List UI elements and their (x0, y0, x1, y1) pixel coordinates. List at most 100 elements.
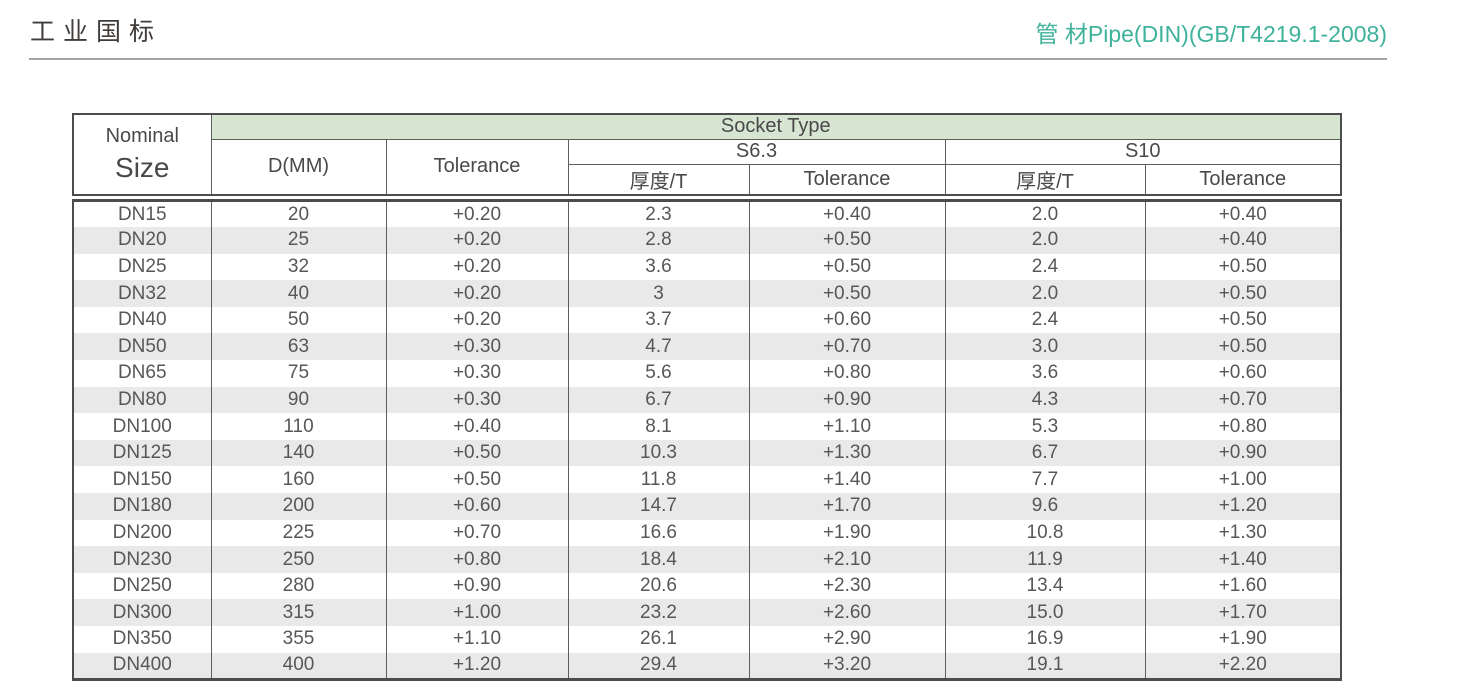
header-d-mm: D(MM) (210, 138, 387, 195)
table-cell: +1.90 (748, 519, 946, 547)
table-cell: DN32 (72, 280, 212, 307)
table-cell: 25 (210, 227, 387, 254)
table-cell: 75 (210, 360, 387, 387)
table-cell: 2.8 (567, 227, 750, 254)
header-s63-tolerance: Tolerance (748, 163, 946, 195)
table-cell: 7.7 (944, 466, 1146, 494)
table-row: DN200 225 +0.70 16.6 +1.90 10.8 +1.30 (72, 519, 1342, 547)
table-row: DN400 400 +1.20 29.4 +3.20 19.1 +2.20 (72, 652, 1342, 680)
table-cell: 3.6 (944, 360, 1146, 387)
table-cell: 26.1 (567, 626, 750, 653)
table-cell: +0.50 (1144, 306, 1342, 334)
table-cell: 200 (210, 493, 387, 520)
table-cell: 4.3 (944, 386, 1146, 414)
table-cell: DN25 (72, 253, 212, 281)
table-row: DN350 355 +1.10 26.1 +2.90 16.9 +1.90 (72, 626, 1342, 653)
table-cell: DN400 (72, 652, 212, 680)
table-row: DN25 32 +0.20 3.6 +0.50 2.4 +0.50 (72, 253, 1342, 281)
table-cell: +0.50 (385, 466, 569, 494)
table-cell: +0.30 (385, 360, 569, 387)
table-row: DN15 20 +0.20 2.3 +0.40 2.0 +0.40 (72, 200, 1342, 228)
table-cell: 280 (210, 572, 387, 600)
table-cell: +0.50 (1144, 333, 1342, 361)
table-cell: 3.6 (567, 253, 750, 281)
table-cell: 315 (210, 599, 387, 626)
table-cell: +2.10 (748, 546, 946, 573)
table-cell: +0.60 (385, 493, 569, 520)
table-cell: +0.70 (748, 333, 946, 361)
table-cell: 10.3 (567, 439, 750, 467)
table-cell: +1.30 (1144, 519, 1342, 547)
table-row: DN180 200 +0.60 14.7 +1.70 9.6 +1.20 (72, 493, 1342, 520)
header-nominal-size: Nominal Size (72, 113, 212, 195)
table-cell: 2.3 (567, 200, 750, 228)
standard-title: 管 材Pipe(DIN)(GB/T4219.1-2008) (1035, 21, 1387, 47)
table-cell: +0.40 (748, 200, 946, 228)
table-cell: DN250 (72, 572, 212, 600)
table-cell: +2.60 (748, 599, 946, 626)
table-cell: 250 (210, 546, 387, 573)
table-cell: +0.30 (385, 333, 569, 361)
table-cell: 11.8 (567, 466, 750, 494)
table-cell: 2.4 (944, 306, 1146, 334)
table-row: DN40 50 +0.20 3.7 +0.60 2.4 +0.50 (72, 306, 1342, 334)
table-row: DN80 90 +0.30 6.7 +0.90 4.3 +0.70 (72, 386, 1342, 414)
table-row: DN65 75 +0.30 5.6 +0.80 3.6 +0.60 (72, 360, 1342, 387)
table-body: DN15 20 +0.20 2.3 +0.40 2.0 +0.40 DN20 25 +0.20 2.… (72, 200, 1342, 680)
table-cell: 20 (210, 200, 387, 228)
table-cell: DN15 (72, 200, 212, 228)
table-cell: +0.50 (1144, 280, 1342, 307)
table-cell: +0.70 (1144, 386, 1342, 414)
table-cell: 50 (210, 306, 387, 334)
table-cell: +0.30 (385, 386, 569, 414)
table-cell: +0.60 (1144, 360, 1342, 387)
table-cell: DN65 (72, 360, 212, 387)
table-cell: +1.90 (1144, 626, 1342, 653)
table-cell: +0.20 (385, 200, 569, 228)
table-cell: +0.60 (748, 306, 946, 334)
header-divider (29, 58, 1387, 60)
table-cell: +0.50 (748, 227, 946, 254)
table-row: DN125 140 +0.50 10.3 +1.30 6.7 +0.90 (72, 439, 1342, 467)
table-cell: +3.20 (748, 652, 946, 680)
table-cell: 5.3 (944, 413, 1146, 440)
table-cell: +2.30 (748, 572, 946, 600)
table-cell: +0.40 (1144, 200, 1342, 228)
table-cell: 90 (210, 386, 387, 414)
table-cell: +0.50 (385, 439, 569, 467)
table-cell: 10.8 (944, 519, 1146, 547)
table-cell: 40 (210, 280, 387, 307)
header-size-label: Size (115, 152, 170, 184)
table-cell: 6.7 (944, 439, 1146, 467)
table-cell: 63 (210, 333, 387, 361)
table-cell: +1.10 (385, 626, 569, 653)
table-cell: DN125 (72, 439, 212, 467)
table-cell: 140 (210, 439, 387, 467)
table-cell: 15.0 (944, 599, 1146, 626)
header-tolerance: Tolerance (385, 138, 569, 195)
table-cell: +1.10 (748, 413, 946, 440)
header-row-3: 厚度/T Tolerance 厚度/T Tolerance (73, 163, 1342, 195)
table-cell: +0.80 (748, 360, 946, 387)
table-cell: +0.40 (1144, 227, 1342, 254)
table-cell: +0.90 (385, 572, 569, 600)
table-cell: 160 (210, 466, 387, 494)
table-cell: 23.2 (567, 599, 750, 626)
table-cell: +2.20 (1144, 652, 1342, 680)
table-cell: +0.80 (385, 546, 569, 573)
table-cell: +1.70 (748, 493, 946, 520)
table-cell: 6.7 (567, 386, 750, 414)
table-cell: DN230 (72, 546, 212, 573)
table-cell: 18.4 (567, 546, 750, 573)
table-cell: +1.20 (385, 652, 569, 680)
table-cell: DN20 (72, 227, 212, 254)
table-cell: +1.00 (1144, 466, 1342, 494)
spec-table-body: DN15 20 +0.20 2.3 +0.40 2.0 +0.40 DN20 25 +0.20 2.… (72, 199, 1342, 681)
table-cell: 225 (210, 519, 387, 547)
table-cell: +0.50 (1144, 253, 1342, 281)
table-cell: +1.40 (1144, 546, 1342, 573)
table-cell: 16.9 (944, 626, 1146, 653)
header-s10-tolerance: Tolerance (1144, 163, 1342, 195)
table-cell: +0.20 (385, 306, 569, 334)
table-row: DN150 160 +0.50 11.8 +1.40 7.7 +1.00 (72, 466, 1342, 494)
